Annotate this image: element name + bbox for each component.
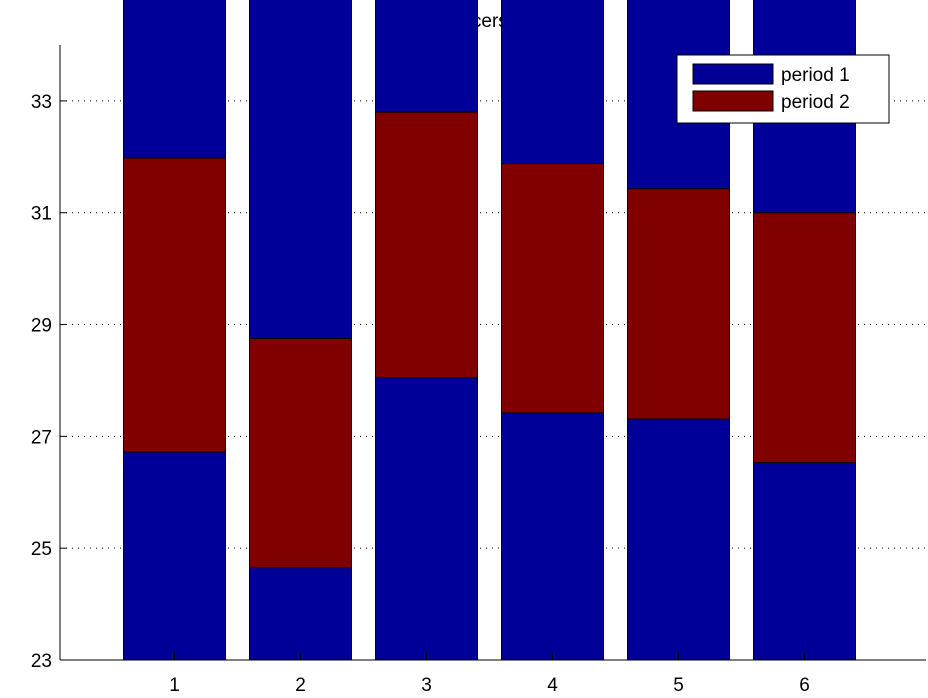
- bar-segment-period-2-5: [627, 188, 730, 420]
- x-tick-labels: 1 2 3 4 5 6: [169, 675, 810, 696]
- y-tick-label: 27: [31, 427, 52, 448]
- x-tick-label: 6: [799, 675, 810, 696]
- bar-segment-period-2-6: [753, 212, 856, 464]
- legend-label: period 1: [781, 65, 850, 86]
- y-tick-label: 29: [31, 316, 52, 337]
- axes: [59, 45, 926, 661]
- bar-segment-period-2-3: [375, 111, 478, 379]
- bar-segment-period-2-1: [123, 157, 226, 453]
- y-tick-label: 31: [31, 204, 52, 225]
- x-tick-label: 4: [547, 675, 558, 696]
- bar-segment-period-2-2: [249, 338, 352, 569]
- bar-segment-period-2-4: [501, 163, 604, 414]
- y-tick-labels: 23 25 27 29 31 33: [31, 92, 52, 672]
- x-tick-label: 5: [673, 675, 684, 696]
- legend-label: period 2: [781, 92, 850, 113]
- y-tick-label: 23: [31, 651, 52, 672]
- legend-swatch: [692, 63, 774, 85]
- x-tick-label: 1: [169, 675, 180, 696]
- y-tick-label: 33: [31, 92, 52, 113]
- legend-swatch: [692, 90, 774, 112]
- x-tick-label: 3: [421, 675, 432, 696]
- y-tick-label: 25: [31, 539, 52, 560]
- legend: period 1 period 2: [676, 54, 890, 124]
- x-tick-label: 2: [295, 675, 306, 696]
